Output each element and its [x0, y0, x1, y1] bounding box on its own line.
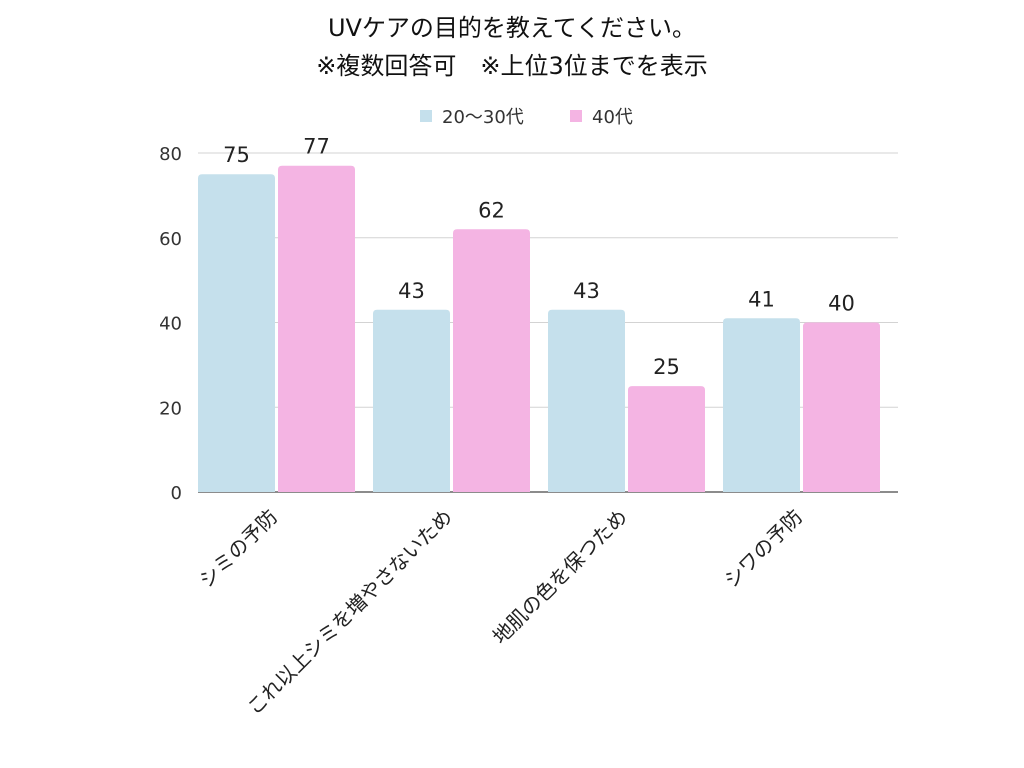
y-tick-label: 0 [171, 483, 182, 504]
legend-label: 40代 [592, 107, 633, 128]
bars [198, 165, 880, 492]
category-label: シワの予防 [719, 505, 807, 593]
legend: 20〜30代 40代 [420, 107, 633, 128]
y-tick-label: 40 [159, 314, 182, 335]
category-label: 地肌の色を保つため [488, 505, 632, 649]
data-label: 77 [303, 135, 330, 159]
data-label: 62 [478, 198, 505, 222]
y-axis-ticks: 0 20 40 60 80 [159, 144, 182, 504]
category-label: シミの予防 [194, 505, 282, 593]
bar [453, 229, 530, 492]
bar [803, 322, 880, 492]
chart-title: UVケアの目的を教えてください。 [327, 14, 697, 42]
category-label: これ以上シミを増やさないため [242, 505, 457, 720]
y-tick-label: 20 [159, 398, 182, 419]
bar [198, 174, 275, 492]
legend-swatch [570, 110, 582, 122]
y-tick-label: 80 [159, 144, 182, 165]
legend-swatch [420, 110, 432, 122]
bar [548, 309, 625, 492]
bar [628, 386, 705, 492]
data-label: 43 [573, 279, 600, 303]
bar [278, 165, 355, 492]
bar [723, 318, 800, 492]
data-label: 75 [223, 143, 250, 167]
legend-label: 20〜30代 [442, 107, 524, 128]
bar [373, 309, 450, 492]
data-label: 25 [653, 355, 680, 379]
data-label: 41 [748, 287, 775, 311]
data-label: 40 [828, 292, 855, 316]
data-label: 43 [398, 279, 425, 303]
data-labels: 75 77 43 62 43 25 41 40 [223, 135, 855, 379]
y-tick-label: 60 [159, 229, 182, 250]
chart-subtitle: ※複数回答可 ※上位3位までを表示 [316, 52, 708, 80]
